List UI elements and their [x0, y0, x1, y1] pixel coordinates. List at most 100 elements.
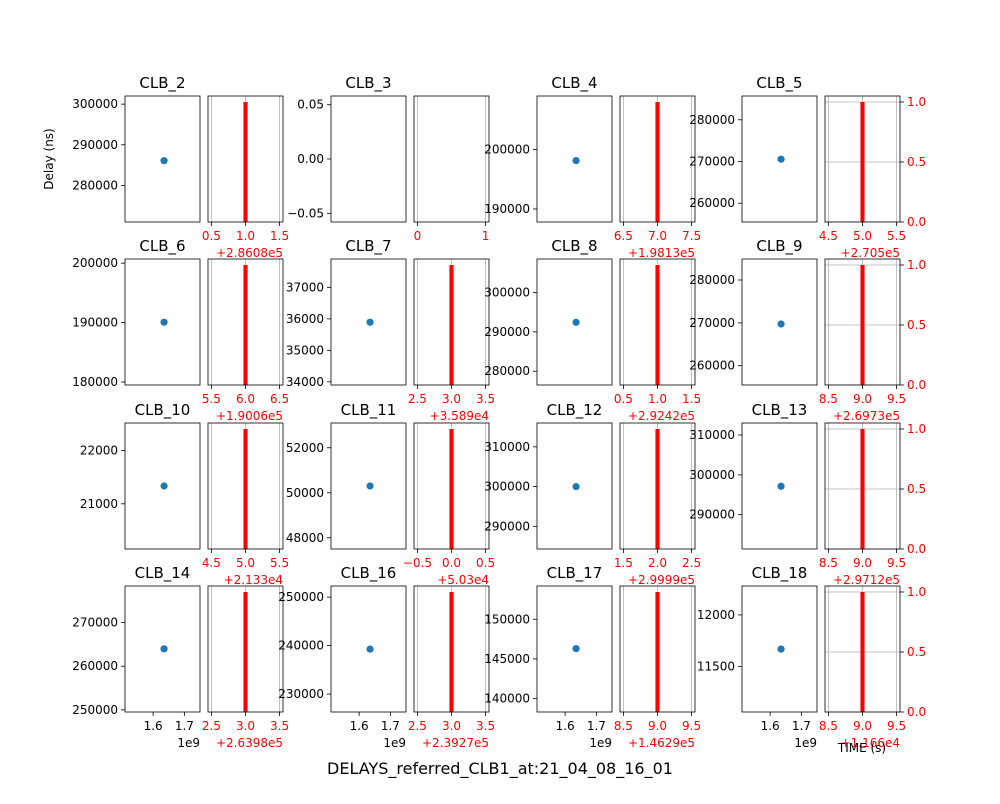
y-tick-label: 180000 [72, 375, 118, 389]
y-tick-label: 52000 [286, 441, 324, 455]
panel-clb-9: CLB_9 260000 270000 280000 8.5 9.0 9.5 +2.6973e… [689, 237, 926, 423]
panel-clb-3: CLB_3−0.050.000.050 1 [287, 74, 489, 243]
x-tick-label: 1.6 [761, 719, 780, 733]
scatter-axes: CLB_11 48000 50000 52000 [286, 401, 407, 550]
y-tick-label: 280000 [72, 178, 118, 192]
scatter-point [366, 482, 374, 490]
hist-y-tick-label: 0.0 [907, 705, 926, 719]
hist-offset-label: +2.9999e5 [628, 573, 695, 587]
hist-offset-label: +2.8608e5 [216, 246, 283, 260]
histogram-frame [207, 95, 284, 223]
hist-y-tick-label: 0.0 [907, 215, 926, 229]
y-tick-label: 270000 [689, 316, 735, 330]
histogram-frame [207, 258, 284, 386]
scatter-axes: CLB_16 230000 240000 250000 1.6 1.7 1e9 [278, 564, 407, 750]
y-tick-label: 140000 [484, 692, 530, 706]
scatter-point [160, 318, 168, 326]
histogram-axes: 1.5 2.0 2.5 +2.9999e5 [614, 422, 701, 587]
scatter-axes: CLB_2 280000 290000 300000 [72, 74, 201, 223]
hist-x-tick-label: 1.5 [614, 556, 633, 570]
hist-x-tick-label: 9.5 [887, 556, 906, 570]
scatter-frame [536, 422, 613, 550]
y-tick-label: 290000 [72, 138, 118, 152]
scatter-axes: CLB_5 260000 270000 280000 [689, 74, 818, 223]
y-tick-label: 200000 [72, 256, 118, 270]
scatter-axes: CLB_4 190000 200000 [484, 74, 613, 223]
hist-x-tick-label: 7.5 [682, 229, 701, 243]
histogram-axes: −0.5 0.0 0.5 +5.03e4 [403, 422, 495, 587]
hist-x-tick-label: 2.5 [202, 719, 221, 733]
histogram-frame [207, 422, 284, 550]
panel-clb-4: CLB_4 190000 200000 6.5 7.0 7.5 +1.9813e5 [484, 74, 701, 260]
scatter-point [572, 645, 580, 653]
scatter-point [572, 318, 580, 326]
hist-x-tick-label: 5.0 [853, 229, 872, 243]
panel-clb-5: CLB_5 260000 270000 280000 4.5 5.0 5.5 +2.705e5… [689, 74, 926, 260]
panel-title: CLB_2 [139, 74, 185, 93]
scatter-axes: CLB_13 290000 300000 310000 [689, 401, 818, 550]
scatter-axes: CLB_7 34000 35000 36000 37000 [286, 237, 407, 389]
hist-y-tick-label: 0.5 [907, 318, 926, 332]
histogram-frame [619, 585, 696, 713]
scatter-axes: CLB_12 290000 300000 310000 [484, 401, 613, 550]
y-tick-label: 300000 [689, 468, 735, 482]
y-tick-label: 0.00 [297, 152, 324, 166]
panel-title: CLB_8 [551, 237, 597, 256]
histogram-frame [413, 95, 490, 223]
y-tick-label: 290000 [484, 519, 530, 533]
hist-offset-label: +3.589e4 [430, 409, 489, 423]
hist-y-tick-label: 0.5 [907, 482, 926, 496]
scatter-frame [330, 422, 407, 550]
histogram-axes: 8.5 9.0 9.5 +1.4629e5 [614, 585, 701, 750]
hist-offset-label: +1.4629e5 [628, 736, 695, 750]
hist-y-tick-label: 1.0 [907, 585, 926, 599]
y-tick-label: 290000 [689, 508, 735, 522]
hist-x-tick-label: 2.5 [408, 719, 427, 733]
y-tick-label: 48000 [286, 531, 324, 545]
histogram-bar [860, 592, 865, 712]
scatter-frame [124, 422, 201, 550]
panel-title: CLB_17 [547, 564, 603, 583]
panel-clb-12: CLB_12 290000 300000 310000 1.5 2.0 2.5 +2.9999… [484, 401, 701, 587]
y-axis-label: Delay (ns) [42, 128, 56, 189]
hist-x-tick-label: 1.5 [270, 229, 289, 243]
scatter-axes: CLB_10 21000 22000 [80, 401, 201, 550]
panel-clb-8: CLB_8 280000 290000 300000 0.5 1.0 1.5 +2.9242e… [484, 237, 701, 423]
hist-x-tick-label: 3.0 [442, 392, 461, 406]
scatter-frame [124, 258, 201, 386]
histogram-axes: 6.5 7.0 7.5 +1.9813e5 [614, 95, 701, 260]
x-offset-label: 1e9 [177, 736, 200, 750]
histogram-axes: 4.5 5.0 5.5 +2.133e4 [202, 422, 289, 587]
histogram-frame [619, 95, 696, 223]
y-tick-label: 280000 [689, 273, 735, 287]
hist-offset-label: +2.9712e5 [833, 573, 900, 587]
scatter-point [160, 645, 168, 653]
histogram-bar [655, 592, 660, 712]
panel-title: CLB_10 [135, 401, 191, 420]
y-tick-label: 34000 [286, 375, 324, 389]
y-tick-label: 200000 [484, 142, 530, 156]
histogram-axes: 2.5 3.0 3.5 +2.3927e5 [408, 585, 495, 750]
x-offset-label: 1e9 [383, 736, 406, 750]
panel-clb-2: CLB_2 280000 290000 300000 0.5 1.0 1.5 +2.8608e… [72, 74, 289, 260]
y-tick-label: 270000 [72, 616, 118, 630]
hist-x-tick-label: 8.5 [819, 719, 838, 733]
y-tick-label: 260000 [689, 196, 735, 210]
histogram-frame [207, 585, 284, 713]
histogram-bar [243, 429, 248, 549]
scatter-point [160, 482, 168, 490]
histogram-axes: 2.5 3.0 3.5 +3.589e4 [408, 258, 495, 423]
scatter-axes: CLB_18 11500 12000 1.6 1.7 1e9 [697, 564, 818, 750]
hist-offset-label: +2.3927e5 [422, 736, 489, 750]
y-tick-label: 36000 [286, 312, 324, 326]
hist-y-tick-label: 0.5 [907, 155, 926, 169]
y-tick-label: 300000 [72, 97, 118, 111]
histogram-axes: 5.5 6.0 6.5 +1.9006e5 [202, 258, 289, 423]
scatter-frame [741, 585, 818, 713]
scatter-frame [124, 95, 201, 223]
